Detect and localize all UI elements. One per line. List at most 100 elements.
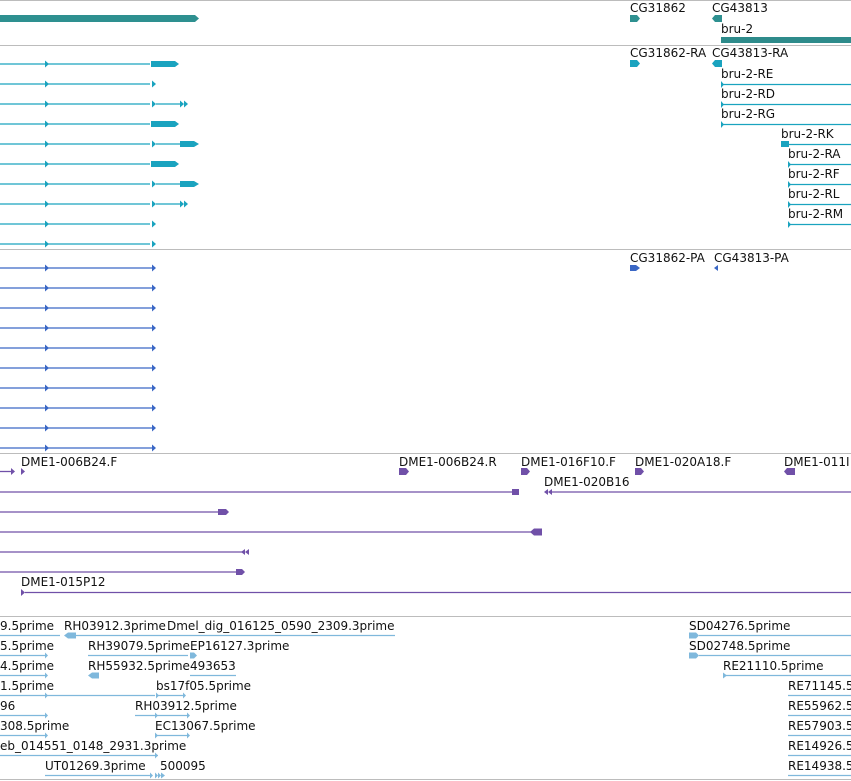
protein-feature[interactable] <box>0 344 156 352</box>
transcript-label: bru-2-RG <box>721 107 775 121</box>
protein-feature[interactable] <box>0 284 156 292</box>
bac-feature-dme1-006b24-f[interactable]: DME1-006B24.F <box>21 455 117 475</box>
gene-feature-cg43813[interactable]: CG43813 <box>712 1 768 22</box>
bac-feature-dme1-020a18-f[interactable]: DME1-020A18.F <box>635 455 731 475</box>
est-feature[interactable]: SD04276.5prime <box>689 619 851 639</box>
bac-feature[interactable] <box>0 528 542 536</box>
transcript-feature[interactable] <box>0 100 188 108</box>
transcript-feature-bru-2-rf[interactable]: bru-2-RF <box>788 167 851 188</box>
gene-feature-bru-2[interactable]: bru-2 <box>721 22 851 43</box>
est-label: SD02748.5prime <box>689 639 790 653</box>
gene-track: CG31862 CG43813 bru-2 <box>0 1 851 43</box>
est-feature[interactable]: 308.5prime <box>0 719 69 739</box>
transcript-label: bru-2-RE <box>721 67 773 81</box>
transcript-feature-bru-2-rm[interactable]: bru-2-RM <box>788 207 851 228</box>
est-feature[interactable]: RE21110.5prime <box>723 659 851 679</box>
est-feature[interactable]: RE57903.5 <box>788 719 851 737</box>
protein-feature[interactable] <box>0 424 156 432</box>
protein-feature[interactable] <box>0 444 156 452</box>
protein-feature[interactable] <box>0 304 156 312</box>
est-feature[interactable]: 500095 <box>155 759 206 779</box>
transcript-feature[interactable] <box>0 60 179 68</box>
est-feature[interactable]: RE14926.5 <box>788 739 851 757</box>
transcript-feature-bru-2-ra[interactable]: bru-2-RA <box>788 147 851 168</box>
est-feature[interactable]: RE14938.5 <box>788 759 851 777</box>
protein-feature[interactable] <box>0 264 156 272</box>
est-label: RH03912.3prime <box>64 619 166 633</box>
est-label: 5.5prime <box>0 639 54 653</box>
transcript-feature[interactable] <box>0 220 156 228</box>
transcript-feature-bru-2-rg[interactable]: bru-2-RG <box>721 107 851 128</box>
est-label: RH39079.5prime <box>88 639 190 653</box>
bac-label: DME1-006B24.R <box>399 455 497 469</box>
est-feature[interactable]: EP16127.3prime <box>190 639 289 659</box>
bac-feature-dme1-011[interactable]: DME1-011I <box>784 455 850 475</box>
protein-feature[interactable] <box>0 364 156 372</box>
transcript-feature[interactable] <box>0 180 199 188</box>
est-feature[interactable]: 9.5prime <box>0 619 60 637</box>
transcript-feature-bru-2-rk[interactable]: bru-2-RK <box>781 127 851 147</box>
protein-feature-cg31862-pa[interactable]: CG31862-PA <box>630 251 706 271</box>
transcript-feature-cg43813-ra[interactable]: CG43813-RA <box>712 46 789 67</box>
transcript-label: bru-2-RL <box>788 187 840 201</box>
est-label: bs17f05.5prime <box>156 679 251 693</box>
transcript-feature[interactable] <box>0 120 179 128</box>
protein-feature[interactable] <box>0 324 156 332</box>
est-label: RE55962.5 <box>788 699 851 713</box>
bac-feature[interactable] <box>0 569 245 575</box>
transcript-feature-bru-2-rd[interactable]: bru-2-RD <box>721 87 851 108</box>
transcript-feature-bru-2-rl[interactable]: bru-2-RL <box>788 187 851 208</box>
est-label: RE14926.5 <box>788 739 851 753</box>
est-label: 308.5prime <box>0 719 69 733</box>
est-feature[interactable]: RE55962.5 <box>788 699 851 717</box>
est-feature[interactable]: Dmel_dig_016125_0590_2309.3prime <box>167 619 395 637</box>
est-feature[interactable]: UT01269.3prime <box>45 759 153 779</box>
est-feature[interactable]: 1.5prime <box>0 679 155 699</box>
bac-feature-dme1-015p12[interactable]: DME1-015P12 <box>21 575 851 596</box>
est-feature[interactable]: bs17f05.5prime <box>156 679 251 699</box>
est-feature[interactable]: 5.5prime <box>0 639 54 659</box>
est-feature[interactable]: 493653 <box>190 659 236 677</box>
est-feature[interactable]: EC13067.5prime <box>155 719 256 739</box>
bac-feature-dme1-020b16[interactable]: DME1-020B16 <box>544 475 851 495</box>
transcript-label: CG43813-RA <box>712 46 789 60</box>
transcript-feature-cg31862-ra[interactable]: CG31862-RA <box>630 46 707 67</box>
est-feature[interactable]: SD02748.5prime <box>689 639 851 659</box>
bac-feature[interactable] <box>0 489 519 495</box>
transcript-feature[interactable] <box>0 140 199 148</box>
protein-feature[interactable] <box>0 404 156 412</box>
est-label: EP16127.3prime <box>190 639 289 653</box>
est-feature[interactable]: 96 <box>0 699 48 719</box>
est-feature[interactable]: RH03912.5prime <box>135 699 237 719</box>
est-label: eb_014551_0148_2931.3prime <box>0 739 186 753</box>
gene-feature[interactable] <box>0 15 199 22</box>
bac-label: DME1-020A18.F <box>635 455 731 469</box>
est-label: 493653 <box>190 659 236 673</box>
protein-feature-cg43813-pa[interactable]: CG43813-PA <box>714 251 790 271</box>
est-label: 500095 <box>160 759 206 773</box>
transcript-feature-bru-2-re[interactable]: bru-2-RE <box>721 67 851 88</box>
est-feature[interactable]: 4.5prime <box>0 659 54 679</box>
est-feature[interactable]: RH39079.5prime <box>88 639 190 657</box>
bac-feature[interactable] <box>0 509 229 515</box>
bac-feature-dme1-006b24-r[interactable]: DME1-006B24.R <box>399 455 497 475</box>
est-feature[interactable]: RE71145.5 <box>788 679 851 697</box>
transcript-feature[interactable] <box>0 200 188 208</box>
est-feature[interactable]: eb_014551_0148_2931.3prime <box>0 739 186 759</box>
est-label: RH55932.5prime <box>88 659 190 673</box>
est-feature[interactable]: RH03912.3prime <box>64 619 168 639</box>
transcript-label: bru-2-RK <box>781 127 835 141</box>
transcript-feature[interactable] <box>0 80 156 88</box>
protein-feature[interactable] <box>0 384 156 392</box>
est-label: RE71145.5 <box>788 679 851 693</box>
est-feature[interactable]: RH55932.5prime <box>88 659 190 679</box>
gene-feature-cg31862[interactable]: CG31862 <box>630 1 686 22</box>
transcript-feature[interactable] <box>0 240 156 248</box>
transcript-feature[interactable] <box>0 160 179 168</box>
transcript-track <box>0 60 199 248</box>
bac-feature[interactable] <box>0 468 15 475</box>
bac-feature-dme1-016f10-f[interactable]: DME1-016F10.F <box>521 455 616 475</box>
bac-feature[interactable] <box>0 549 249 555</box>
protein-track <box>0 264 156 452</box>
